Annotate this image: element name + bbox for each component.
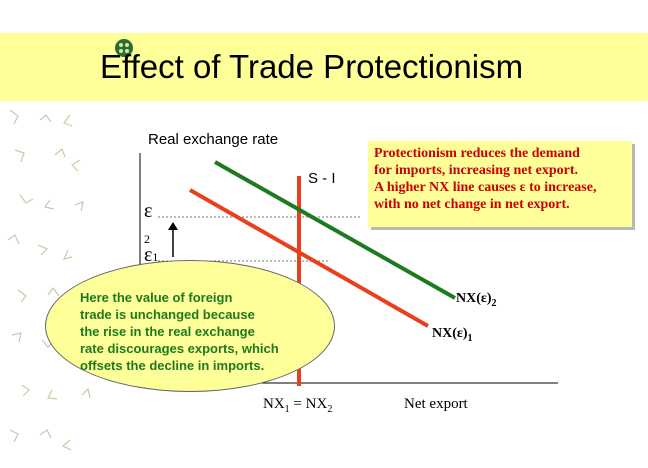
callout-box: Protectionism reduces the demand for imp… [368, 141, 632, 227]
explanation-line: the rise in the real exchange [80, 324, 255, 339]
epsilon-upper-subscript: 2 [144, 232, 150, 246]
equilibrium-label: NX1 = NX2 [263, 396, 332, 415]
equilibrium-label-a: NX [263, 396, 285, 412]
s-minus-i-label: S - I [308, 170, 336, 187]
up-arrow-icon [168, 222, 178, 230]
callout-line: A higher NX line causes ε to increase, [374, 180, 597, 195]
title-band [0, 33, 648, 101]
epsilon-lower-subscript: 1 [152, 250, 159, 264]
nx2-label-subscript: 2 [491, 297, 497, 309]
nx1-label-subscript: 1 [467, 332, 473, 344]
explanation-ellipse [45, 260, 335, 392]
y-axis-label: Real exchange rate [148, 131, 279, 148]
explanation-line: trade is unchanged because [80, 307, 255, 322]
callout-line: Protectionism reduces the demand [374, 146, 580, 161]
nx2-label: NX(ε)2 [456, 291, 497, 309]
nx1-line [189, 188, 429, 328]
nx1-label-text: NX(ε) [432, 326, 468, 341]
epsilon-upper-subscript-label: 2 [144, 226, 150, 249]
x-axis-label: Net export [404, 396, 468, 412]
nx2-line [214, 160, 456, 300]
callout-line: for imports, increasing net export. [374, 163, 579, 178]
nx2-label-text: NX(ε) [456, 291, 492, 306]
equilibrium-label-b: NX [305, 396, 328, 412]
equilibrium-label-b-subscript: 2 [327, 404, 333, 415]
explanation-line: offsets the decline in imports. [80, 358, 265, 373]
logo-icon [115, 39, 133, 57]
epsilon-upper-label: ε [144, 200, 152, 223]
explanation-line: rate discourages exports, which [80, 341, 279, 356]
equilibrium-label-a-subscript: 1 [284, 404, 290, 415]
nx1-label: NX(ε)1 [432, 326, 473, 344]
epsilon-lower-symbol: ε [144, 244, 153, 266]
callout-line: with no net change in net export. [374, 197, 570, 212]
explanation-text: Here the value of foreign trade is uncha… [80, 289, 350, 374]
epsilon-lower-label: ε1 [144, 244, 158, 267]
epsilon-upper-symbol: ε [144, 200, 153, 222]
explanation-line: Here the value of foreign [80, 290, 233, 305]
slide-title: Effect of Trade Protectionism [100, 48, 524, 85]
equilibrium-label-equals: = [289, 396, 306, 412]
